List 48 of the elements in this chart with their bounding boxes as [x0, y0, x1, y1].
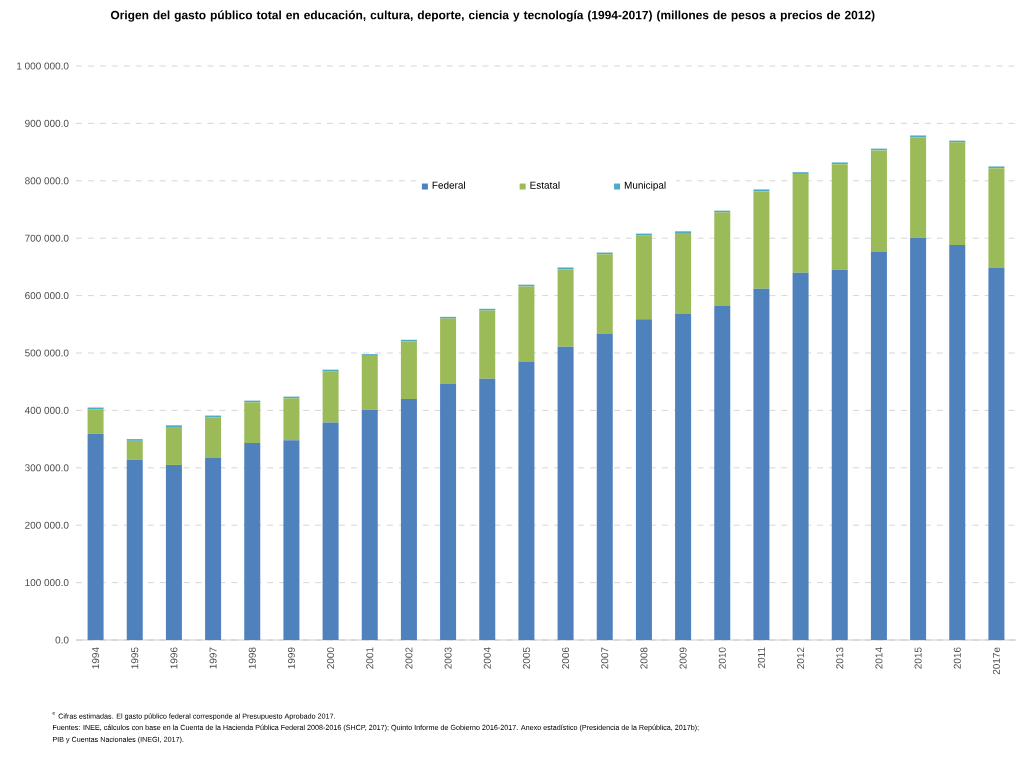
bar: [518, 361, 535, 640]
bar: [440, 383, 457, 640]
bar: [283, 398, 300, 441]
bar: [126, 440, 143, 460]
bar: [557, 269, 574, 347]
bar: [400, 398, 417, 640]
bar: [635, 319, 652, 640]
bar: [949, 245, 966, 640]
bar: [949, 142, 966, 246]
bar: [596, 333, 613, 640]
bar: [792, 272, 809, 640]
bar: [988, 268, 1005, 640]
bar: [322, 422, 339, 640]
bar: [165, 464, 182, 640]
bar: [244, 443, 261, 640]
bar: [400, 341, 417, 399]
bar: [870, 150, 887, 252]
bar: [792, 173, 809, 273]
bar: [675, 313, 692, 640]
bar: [205, 417, 222, 458]
bar: [870, 251, 887, 640]
bar: [988, 168, 1005, 269]
bar: [714, 212, 731, 306]
bar: [753, 288, 770, 640]
bar: [831, 164, 848, 270]
bar: [126, 459, 143, 640]
bar: [753, 191, 770, 289]
bar: [361, 355, 378, 410]
bar: [479, 310, 496, 379]
bar: [518, 286, 535, 362]
bar: [675, 233, 692, 314]
bar: [831, 269, 848, 640]
bar: [714, 305, 731, 640]
bar: [244, 402, 261, 444]
bar: [596, 254, 613, 334]
bar: [283, 440, 300, 640]
bar: [440, 318, 457, 384]
bar: [165, 427, 182, 465]
bar: [479, 378, 496, 640]
bar: [910, 137, 927, 238]
bar: [322, 371, 339, 423]
bar: [635, 235, 652, 320]
bar: [87, 409, 104, 434]
bar: [557, 346, 574, 640]
bar: [87, 433, 104, 640]
bar: [205, 457, 222, 640]
bar: [910, 237, 927, 640]
bar: [361, 409, 378, 640]
